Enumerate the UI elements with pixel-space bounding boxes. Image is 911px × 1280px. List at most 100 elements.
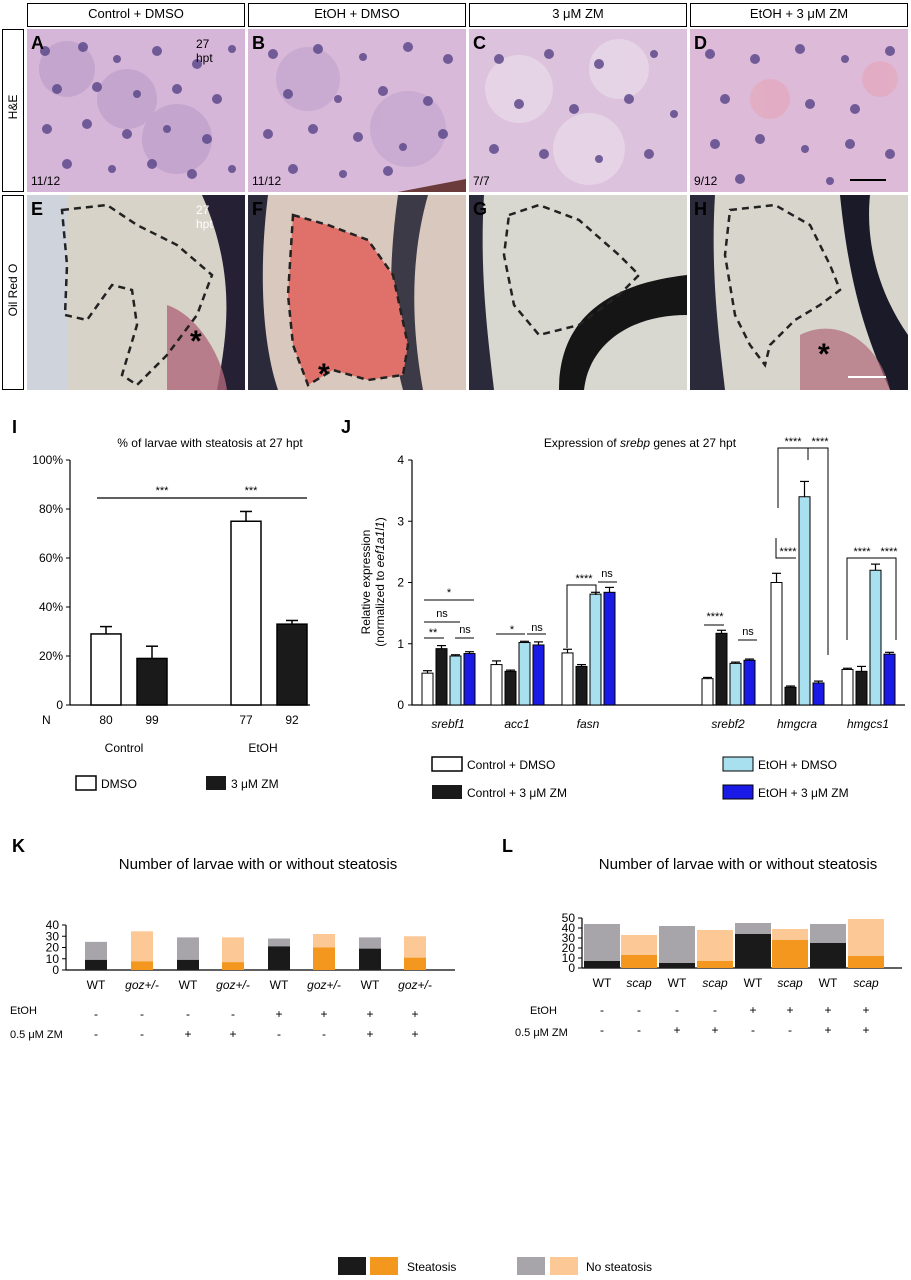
- row-label-box-he: H&E: [2, 29, 24, 192]
- category-label: scap: [777, 976, 803, 990]
- bar: [561, 652, 574, 706]
- header-label: 3 μM ZM: [552, 6, 604, 21]
- bar-steatosis: [177, 959, 199, 970]
- significance-label: *: [447, 587, 452, 599]
- y-tick-label: 0: [52, 963, 59, 977]
- panel-letter: A: [31, 33, 44, 53]
- etoh-value: -: [231, 1007, 235, 1021]
- y-tick-label: 60%: [39, 551, 63, 565]
- he-image-b: [248, 29, 466, 192]
- category-label: hmgcra: [777, 717, 817, 731]
- legend-label: EtOH + DMSO: [758, 758, 837, 772]
- chart-j-ylabel: Relative expression: [359, 530, 373, 635]
- panel-letter: G: [473, 199, 488, 219]
- zm-value: +: [184, 1027, 191, 1041]
- bar-steatosis: [848, 956, 884, 968]
- bar: [463, 653, 476, 706]
- bar-no-steatosis: [584, 924, 620, 961]
- significance-bracket: [846, 557, 877, 640]
- etoh-value: +: [749, 1003, 756, 1017]
- significance-label: ns: [459, 624, 471, 636]
- category-label: WT: [744, 976, 763, 990]
- etoh-value: +: [862, 1003, 869, 1017]
- significance-label: ****: [779, 546, 797, 558]
- significance-label: ns: [531, 622, 543, 634]
- etoh-value: +: [320, 1007, 327, 1021]
- category-label: WT: [270, 978, 289, 992]
- bar-steatosis: [659, 963, 695, 968]
- bar: [449, 655, 462, 706]
- chart-j-ylabel-sub: (normalized to eef1a1l1): [373, 517, 387, 646]
- zm-value: +: [824, 1023, 831, 1037]
- etoh-value: +: [366, 1007, 373, 1021]
- asterisk-marker: *: [318, 358, 330, 391]
- category-label: WT: [361, 978, 380, 992]
- bar-no-steatosis: [177, 937, 199, 960]
- significance-bracket: [777, 447, 809, 508]
- chart-l-title: Number of larvae with or without steatos…: [599, 856, 877, 873]
- zm-value: -: [751, 1023, 755, 1037]
- bar-steatosis: [697, 961, 733, 968]
- significance-label: ****: [880, 546, 898, 558]
- significance-label: ***: [156, 485, 170, 497]
- zm-value: +: [229, 1027, 236, 1041]
- row-label-zm: 0.5 μM ZM: [515, 1027, 568, 1039]
- panel-letter: H: [694, 199, 707, 219]
- significance-label: ****: [706, 611, 724, 623]
- bar: [603, 591, 616, 706]
- category-label: WT: [179, 978, 198, 992]
- sample-count: 11/12: [31, 174, 61, 188]
- bar: [701, 678, 714, 706]
- y-tick-label: 20%: [39, 649, 63, 663]
- y-tick-label: 0: [56, 698, 63, 712]
- zm-value: -: [637, 1023, 641, 1037]
- bar-steatosis: [404, 957, 426, 970]
- bar: [230, 520, 262, 706]
- bar-no-steatosis: [313, 934, 335, 948]
- y-tick-label: 40%: [39, 600, 63, 614]
- bar: [784, 686, 797, 706]
- legend-swatch: [722, 756, 754, 772]
- legend-swatch-nosteatosis-wt: [517, 1257, 545, 1275]
- legend-swatch-steatosis-wt: [338, 1257, 366, 1275]
- etoh-value: -: [600, 1003, 604, 1017]
- y-tick-label: 40: [46, 918, 60, 932]
- significance-label: ****: [784, 436, 802, 448]
- panel-letter: I: [12, 417, 17, 437]
- y-tick-label: 10: [562, 951, 576, 965]
- n-label: N: [42, 713, 51, 727]
- he-image-a: [27, 29, 245, 192]
- n-value: 99: [145, 713, 159, 727]
- category-label: scap: [626, 976, 652, 990]
- zm-value: +: [673, 1023, 680, 1037]
- he-image-d: [690, 29, 908, 192]
- bar-no-steatosis: [621, 935, 657, 955]
- row-label-box-oro: Oil Red O: [2, 195, 24, 390]
- n-value: 77: [239, 713, 253, 727]
- bar-no-steatosis: [848, 919, 884, 956]
- etoh-value: -: [637, 1003, 641, 1017]
- sample-count: 9/12: [694, 174, 718, 188]
- legend-swatch-nosteatosis-mut: [550, 1257, 578, 1275]
- header-etoh-zm: EtOH + 3 μM ZM: [690, 3, 908, 27]
- bar: [883, 653, 896, 706]
- bar-steatosis: [621, 955, 657, 968]
- bar: [504, 670, 517, 706]
- header-label: Control + DMSO: [88, 6, 184, 21]
- he-image-c: [469, 29, 687, 192]
- y-tick-label: 20: [562, 941, 576, 955]
- panel-letter: K: [12, 836, 25, 856]
- etoh-value: -: [675, 1003, 679, 1017]
- category-label: acc1: [504, 717, 529, 731]
- n-value: 80: [99, 713, 113, 727]
- sample-count: 7/7: [473, 174, 490, 188]
- category-label: srebf2: [711, 717, 745, 731]
- category-label: srebf1: [431, 717, 464, 731]
- zm-value: +: [862, 1023, 869, 1037]
- category-label: goz+/-: [307, 978, 341, 992]
- bar-no-steatosis: [735, 923, 771, 934]
- bar: [518, 642, 531, 706]
- y-tick-label: 0: [397, 698, 404, 712]
- zm-value: -: [94, 1027, 98, 1041]
- y-tick-label: 30: [46, 929, 60, 943]
